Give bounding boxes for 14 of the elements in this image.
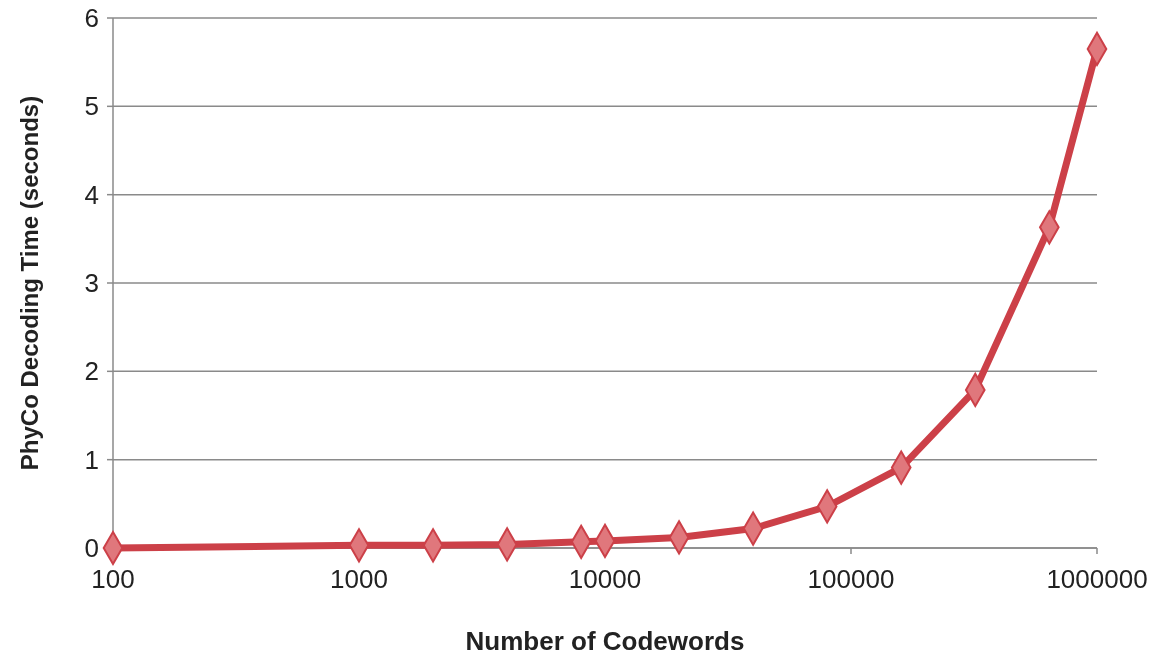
y-tick-label: 1 bbox=[84, 444, 99, 475]
x-tick-label: 1000 bbox=[330, 564, 388, 594]
y-tick-label: 0 bbox=[84, 533, 99, 564]
y-tick-label: 2 bbox=[84, 356, 99, 387]
x-tick-label: 100000 bbox=[807, 564, 895, 594]
y-tick-label: 4 bbox=[84, 179, 99, 210]
y-axis-title: PhyCo Decoding Time (seconds) bbox=[16, 95, 43, 471]
x-tick-label: 1000000 bbox=[1046, 564, 1148, 594]
y-tick-label: 6 bbox=[84, 3, 99, 34]
x-tick-label: 10000 bbox=[568, 564, 642, 594]
y-tick-label: 3 bbox=[84, 268, 99, 299]
x-axis-title: Number of Codewords bbox=[465, 626, 745, 656]
y-tick-label: 5 bbox=[84, 91, 99, 122]
x-tick-label: 100 bbox=[91, 564, 135, 594]
